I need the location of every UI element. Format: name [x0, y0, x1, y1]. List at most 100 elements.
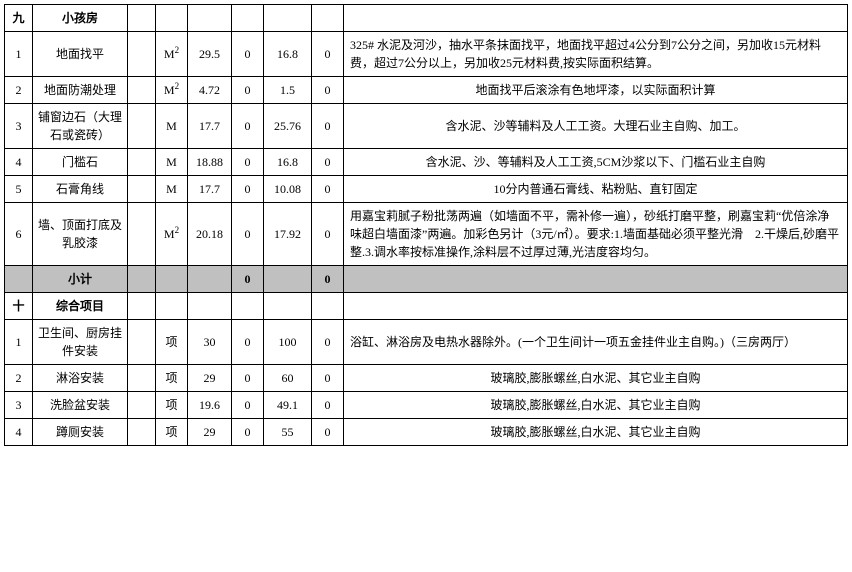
row-index: 6 [5, 203, 33, 266]
blank-cell [128, 149, 156, 176]
blank-cell [128, 77, 156, 104]
blank-cell [312, 5, 344, 32]
zero-cell: 0 [312, 104, 344, 149]
desc-cell: 玻璃胶,膨胀螺丝,白水泥、其它业主自购 [344, 419, 848, 446]
blank-cell [188, 5, 232, 32]
blank-cell [188, 266, 232, 293]
blank-cell [264, 266, 312, 293]
zero-cell: 0 [232, 32, 264, 77]
item-name: 洗脸盆安装 [33, 392, 128, 419]
zero-cell: 0 [312, 392, 344, 419]
estimate-table: 九小孩房1地面找平M229.5016.80325# 水泥及河沙，抽水平条抹面找平… [4, 4, 848, 446]
blank-cell [128, 203, 156, 266]
section-index: 十 [5, 293, 33, 320]
section-header-row: 十综合项目 [5, 293, 848, 320]
blank-cell [128, 365, 156, 392]
qty-cell: 29 [188, 365, 232, 392]
item-name: 淋浴安装 [33, 365, 128, 392]
subtotal-z2: 0 [312, 266, 344, 293]
desc-cell: 325# 水泥及河沙，抽水平条抹面找平，地面找平超过4公分到7公分之间，另加收1… [344, 32, 848, 77]
blank-cell [344, 5, 848, 32]
zero-cell: 0 [312, 365, 344, 392]
price-cell: 1.5 [264, 77, 312, 104]
item-name: 门槛石 [33, 149, 128, 176]
desc-cell: 含水泥、沙等辅料及人工工资。大理石业主自购、加工。 [344, 104, 848, 149]
qty-cell: 29.5 [188, 32, 232, 77]
price-cell: 60 [264, 365, 312, 392]
blank-cell [128, 293, 156, 320]
unit-cell: M [156, 149, 188, 176]
blank-cell [232, 5, 264, 32]
qty-cell: 20.18 [188, 203, 232, 266]
zero-cell: 0 [232, 77, 264, 104]
zero-cell: 0 [232, 392, 264, 419]
blank-cell [128, 32, 156, 77]
blank-cell [156, 293, 188, 320]
table-row: 3洗脸盆安装项19.6049.10玻璃胶,膨胀螺丝,白水泥、其它业主自购 [5, 392, 848, 419]
item-name: 石膏角线 [33, 176, 128, 203]
subtotal-z1: 0 [232, 266, 264, 293]
desc-cell: 玻璃胶,膨胀螺丝,白水泥、其它业主自购 [344, 365, 848, 392]
item-name: 蹲厕安装 [33, 419, 128, 446]
unit-cell: 项 [156, 392, 188, 419]
row-index: 1 [5, 32, 33, 77]
zero-cell: 0 [312, 419, 344, 446]
blank-cell [128, 176, 156, 203]
zero-cell: 0 [232, 320, 264, 365]
blank-cell [264, 293, 312, 320]
unit-cell: M [156, 176, 188, 203]
blank-cell [312, 293, 344, 320]
table-row: 1地面找平M229.5016.80325# 水泥及河沙，抽水平条抹面找平，地面找… [5, 32, 848, 77]
table-row: 5石膏角线M17.7010.08010分内普通石膏线、粘粉贴、直钉固定 [5, 176, 848, 203]
table-row: 6墙、顶面打底及乳胶漆M220.18017.920用嘉宝莉腻子粉批荡两遍（如墙面… [5, 203, 848, 266]
row-index: 3 [5, 104, 33, 149]
zero-cell: 0 [312, 176, 344, 203]
blank-cell [128, 5, 156, 32]
blank-cell [232, 293, 264, 320]
section-title: 综合项目 [33, 293, 128, 320]
zero-cell: 0 [312, 320, 344, 365]
unit-cell: 项 [156, 320, 188, 365]
section-index: 九 [5, 5, 33, 32]
row-index: 1 [5, 320, 33, 365]
price-cell: 49.1 [264, 392, 312, 419]
blank-cell [156, 5, 188, 32]
price-cell: 16.8 [264, 32, 312, 77]
unit-cell: 项 [156, 419, 188, 446]
table-row: 1卫生间、厨房挂件安装项3001000浴缸、淋浴房及电热水器除外。(一个卫生间计… [5, 320, 848, 365]
price-cell: 17.92 [264, 203, 312, 266]
zero-cell: 0 [232, 104, 264, 149]
blank-cell [5, 266, 33, 293]
zero-cell: 0 [232, 149, 264, 176]
desc-cell: 10分内普通石膏线、粘粉贴、直钉固定 [344, 176, 848, 203]
blank-cell [128, 320, 156, 365]
section-title: 小孩房 [33, 5, 128, 32]
zero-cell: 0 [312, 77, 344, 104]
blank-cell [128, 392, 156, 419]
item-name: 卫生间、厨房挂件安装 [33, 320, 128, 365]
qty-cell: 17.7 [188, 104, 232, 149]
blank-cell [128, 104, 156, 149]
unit-cell: 项 [156, 365, 188, 392]
price-cell: 100 [264, 320, 312, 365]
zero-cell: 0 [312, 32, 344, 77]
qty-cell: 17.7 [188, 176, 232, 203]
zero-cell: 0 [232, 176, 264, 203]
subtotal-row: 小计00 [5, 266, 848, 293]
zero-cell: 0 [232, 419, 264, 446]
qty-cell: 18.88 [188, 149, 232, 176]
item-name: 地面防潮处理 [33, 77, 128, 104]
item-name: 铺窗边石（大理石或瓷砖） [33, 104, 128, 149]
blank-cell [156, 266, 188, 293]
qty-cell: 30 [188, 320, 232, 365]
price-cell: 16.8 [264, 149, 312, 176]
row-index: 5 [5, 176, 33, 203]
zero-cell: 0 [232, 365, 264, 392]
row-index: 4 [5, 149, 33, 176]
blank-cell [264, 5, 312, 32]
unit-cell: M2 [156, 32, 188, 77]
row-index: 4 [5, 419, 33, 446]
table-row: 3铺窗边石（大理石或瓷砖）M17.7025.760含水泥、沙等辅料及人工工资。大… [5, 104, 848, 149]
row-index: 2 [5, 77, 33, 104]
table-row: 4门槛石M18.88016.80含水泥、沙、等辅料及人工工资,5CM沙浆以下、门… [5, 149, 848, 176]
